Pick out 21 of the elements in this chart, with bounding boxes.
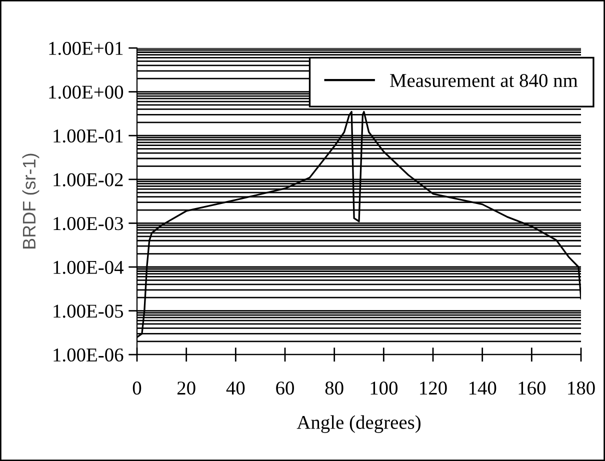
y-tick-label: 1.00E+00 <box>49 86 124 99</box>
x-tick-label: 120 <box>420 382 447 395</box>
x-tick-label: 100 <box>370 382 398 395</box>
y-tick-label: 1.00E-04 <box>54 260 124 274</box>
x-tick-label: 20 <box>177 382 196 395</box>
x-tick-label: 60 <box>276 382 294 395</box>
x-tick-label: 0 <box>132 382 142 395</box>
x-tick-label: 180 <box>568 382 595 395</box>
legend-label: Measurement at 840 nm <box>390 74 578 88</box>
y-tick-label: 1.00E-02 <box>54 173 123 186</box>
x-tick-label: 140 <box>469 382 496 395</box>
y-tick-label: 1.00E+01 <box>49 42 123 56</box>
y-axis-title: BRDF (sr-1) <box>22 154 40 248</box>
y-tick-label: 1.00E-06 <box>54 348 124 362</box>
y-tick-label: 1.00E-03 <box>54 217 124 230</box>
y-tick-label: 1.00E-05 <box>54 304 124 318</box>
x-axis-title: Angle (degrees) <box>296 415 420 433</box>
x-tick-label: 80 <box>325 382 344 395</box>
x-tick-label: 160 <box>518 382 546 395</box>
y-tick-label: 1.00E-01 <box>54 129 123 143</box>
x-tick-label: 40 <box>226 382 245 395</box>
